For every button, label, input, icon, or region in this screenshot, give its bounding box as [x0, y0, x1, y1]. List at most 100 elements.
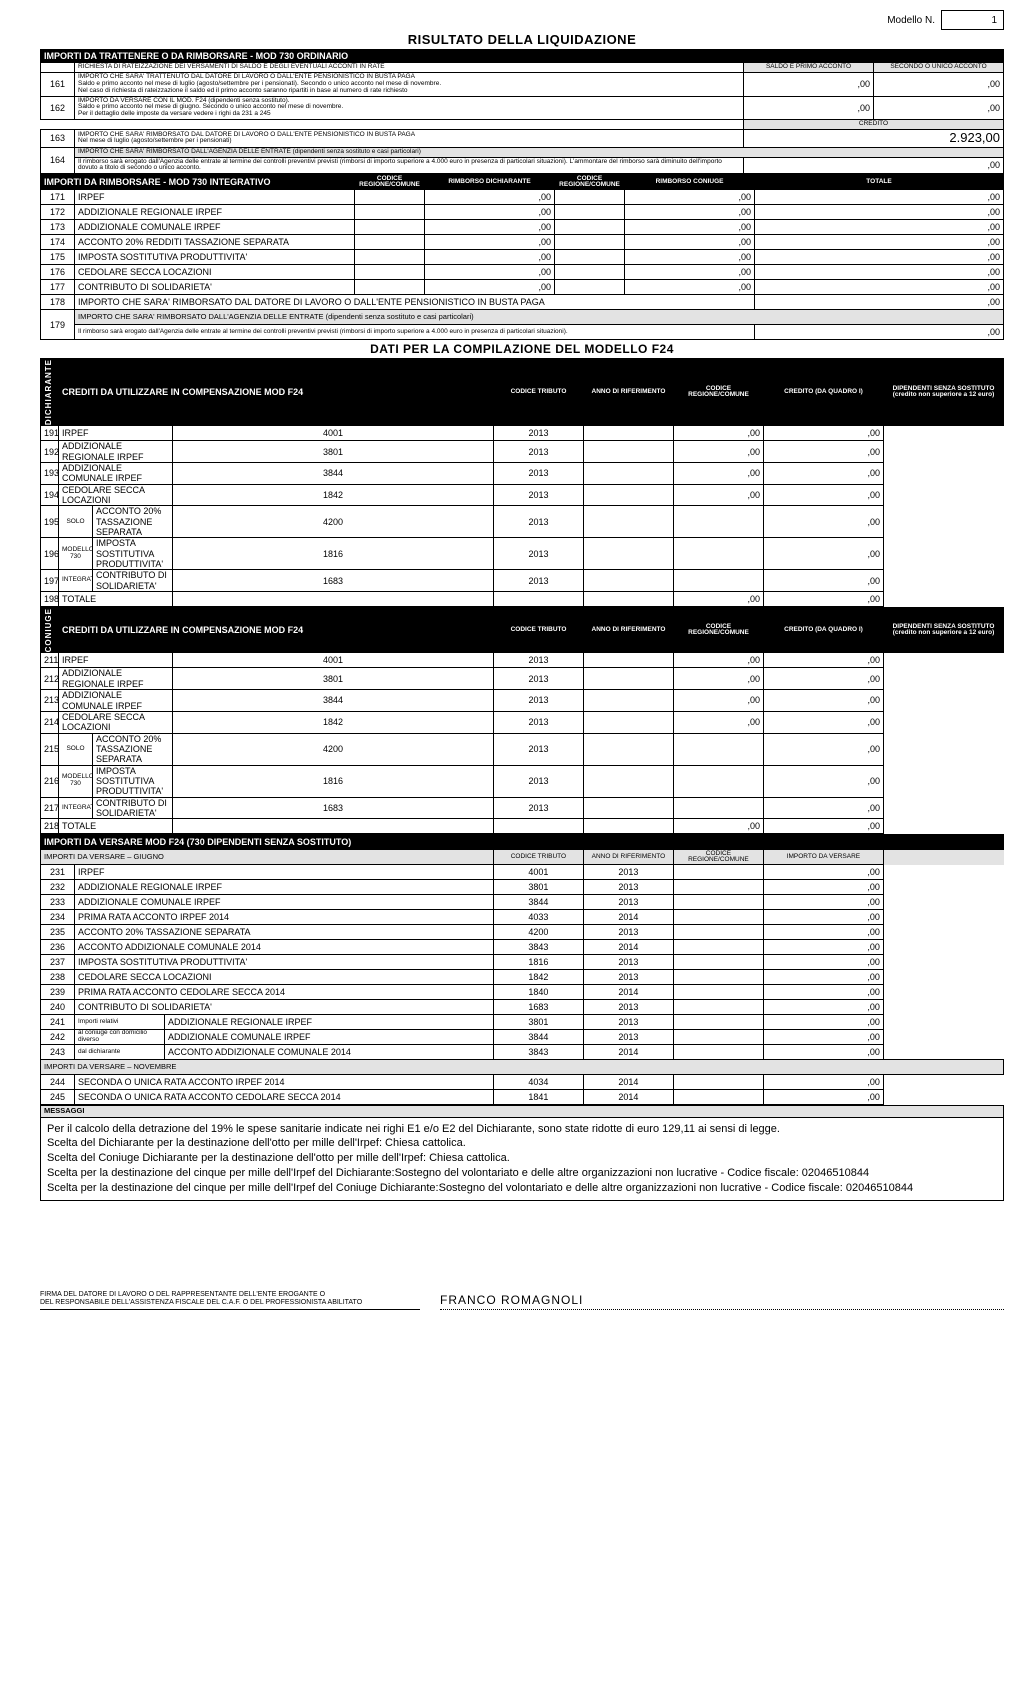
vers-sub: IMPORTI DA VERSARE – GIUGNO	[41, 850, 494, 865]
table-row: 171	[41, 190, 75, 205]
cred-bar: CREDITI DA UTILIZZARE IN COMPENSAZIONE M…	[59, 359, 494, 426]
vers-nov: IMPORTI DA VERSARE – NOVEMBRE	[41, 1060, 1004, 1075]
table-row: 238	[41, 970, 75, 985]
sec2-h4: RIMBORSO CONIUGE	[625, 175, 755, 190]
page-title: RISULTATO DELLA LIQUIDAZIONE	[40, 32, 1004, 47]
sec2-bar: IMPORTI DA RIMBORSARE - MOD 730 INTEGRAT…	[41, 175, 355, 190]
row-163-val: 2.923,00	[744, 129, 1004, 147]
sec2-h2: RIMBORSO DICHIARANTE	[425, 175, 555, 190]
row-161-b: ,00	[874, 73, 1004, 96]
table-row: 212	[41, 668, 59, 690]
sec2-h3: CODICE REGIONE/COMUNE	[555, 175, 625, 190]
table-row: 193	[41, 463, 59, 485]
cred-h1: ANNO DI RIFERIMENTO	[584, 359, 674, 426]
table-row: 231	[41, 865, 75, 880]
cred-h3: CREDITO (DA QUADRO I)	[764, 359, 884, 426]
row-162-n: 162	[41, 96, 75, 119]
table-row: 243	[41, 1045, 75, 1060]
table-row: 176	[41, 265, 75, 280]
sec2-h5: TOTALE	[755, 175, 1004, 190]
credito-label: CREDITO	[744, 120, 1004, 130]
row-178-v: ,00	[755, 295, 1004, 310]
table-row: 235	[41, 925, 75, 940]
table-row: 216	[41, 765, 59, 797]
col-saldo: SALDO E PRIMO ACCONTO	[744, 63, 874, 73]
modello-number: 1	[941, 10, 1004, 30]
side-con: CONIUGE	[44, 608, 53, 652]
table-row: 245	[41, 1090, 75, 1105]
col-secondo: SECONDO O UNICO ACCONTO	[874, 63, 1004, 73]
row-179b-v: ,00	[755, 325, 1004, 340]
msg-title: MESSAGGI	[41, 1106, 1004, 1117]
row-179b-t: Il rimborso sarà erogato dall'Agenzia de…	[75, 325, 755, 340]
crediti-dichiarante: DICHIARANTE CREDITI DA UTILIZZARE IN COM…	[40, 358, 1004, 607]
table-row: 236	[41, 940, 75, 955]
row-178-d: IMPORTO CHE SARA' RIMBORSATO DAL DATORE …	[75, 295, 755, 310]
vers-bar: IMPORTI DA VERSARE MOD F24 (730 DIPENDEN…	[41, 835, 1004, 850]
importi-versare: IMPORTI DA VERSARE MOD F24 (730 DIPENDEN…	[40, 834, 1004, 1105]
table-row: 192	[41, 441, 59, 463]
table-row: 172	[41, 205, 75, 220]
cred-h4: DIPENDENTI SENZA SOSTITUTO (credito non …	[884, 359, 1004, 426]
table-row: 196	[41, 538, 59, 570]
table-row: 242	[41, 1030, 75, 1045]
row-161-text: IMPORTO CHE SARA' TRATTENUTO DAL DATORE …	[75, 73, 744, 96]
table-row: 237	[41, 955, 75, 970]
vers-h1: ANNO DI RIFERIMENTO	[583, 850, 673, 865]
vers-h3: IMPORTO DA VERSARE	[763, 850, 883, 865]
table-row: 174	[41, 235, 75, 250]
row-162-text: IMPORTO DA VERSARE CON IL MOD. F24 (dipe…	[75, 96, 744, 119]
table-row: 173	[41, 220, 75, 235]
table-row: 197	[41, 570, 59, 592]
messaggi: MESSAGGI Per il calcolo della detrazione…	[40, 1105, 1004, 1200]
table-row: 214	[41, 711, 59, 733]
table-row: 195	[41, 506, 59, 538]
table-row: 233	[41, 895, 75, 910]
sig-left: FIRMA DEL DATORE DI LAVORO O DEL RAPPRES…	[40, 1291, 420, 1310]
row-164-text: Il rimborso sarà erogato dall'Agenzia de…	[75, 157, 744, 174]
row-163-text: IMPORTO CHE SARA' RIMBORSATO DAL DATORE …	[75, 129, 744, 147]
table-row: 175	[41, 250, 75, 265]
cred2-h1: ANNO DI RIFERIMENTO	[584, 608, 674, 653]
table-row: 217	[41, 797, 59, 819]
table-row: 244	[41, 1075, 75, 1090]
table-row: 239	[41, 985, 75, 1000]
cred2-bar: CREDITI DA UTILIZZARE IN COMPENSAZIONE M…	[59, 608, 494, 653]
msg-body: Per il calcolo della detrazione del 19% …	[41, 1117, 1004, 1200]
row-163-n: 163	[41, 129, 75, 147]
sec2-h1: CODICE REGIONE/COMUNE	[355, 175, 425, 190]
sec1-sub: RICHIESTA DI RATEIZZAZIONE DEI VERSAMENT…	[75, 63, 744, 73]
vers-h0: CODICE TRIBUTO	[493, 850, 583, 865]
sig-name: FRANCO ROMAGNOLI	[440, 1293, 1004, 1307]
cred-h0: CODICE TRIBUTO	[494, 359, 584, 426]
cred2-h4: DIPENDENTI SENZA SOSTITUTO (credito non …	[884, 608, 1004, 653]
row-179-n: 179	[41, 310, 75, 340]
cred-h2: CODICE REGIONE/COMUNE	[674, 359, 764, 426]
table-row: 194	[41, 484, 59, 506]
side-dich: DICHIARANTE	[44, 359, 53, 425]
row-161-a: ,00	[744, 73, 874, 96]
cred2-h3: CREDITO (DA QUADRO I)	[764, 608, 884, 653]
section-trattenere: IMPORTI DA TRATTENERE O DA RIMBORSARE - …	[40, 49, 1004, 174]
row-161-n: 161	[41, 73, 75, 96]
table-row: 232	[41, 880, 75, 895]
crediti-coniuge: CONIUGE CREDITI DA UTILIZZARE IN COMPENS…	[40, 607, 1004, 834]
table-row: 198	[41, 592, 59, 607]
row-162-b: ,00	[874, 96, 1004, 119]
table-row: 241	[41, 1015, 75, 1030]
row-164-val: ,00	[744, 157, 1004, 174]
row-179-d: IMPORTO CHE SARA' RIMBORSATO DALL'AGENZI…	[75, 310, 1004, 325]
table-row: 240	[41, 1000, 75, 1015]
sec1-bar: IMPORTI DA TRATTENERE O DA RIMBORSARE - …	[41, 50, 1004, 63]
sec3-title: DATI PER LA COMPILAZIONE DEL MODELLO F24	[40, 342, 1004, 356]
table-row: 215	[41, 733, 59, 765]
table-row: 177	[41, 280, 75, 295]
row-164-n: 164	[41, 147, 75, 173]
table-row: 211	[41, 653, 59, 668]
row-162-a: ,00	[744, 96, 874, 119]
table-row: 218	[41, 819, 59, 834]
table-row: 234	[41, 910, 75, 925]
table-row: 213	[41, 690, 59, 712]
section-rimborsare: IMPORTI DA RIMBORSARE - MOD 730 INTEGRAT…	[40, 174, 1004, 340]
cred2-h0: CODICE TRIBUTO	[494, 608, 584, 653]
